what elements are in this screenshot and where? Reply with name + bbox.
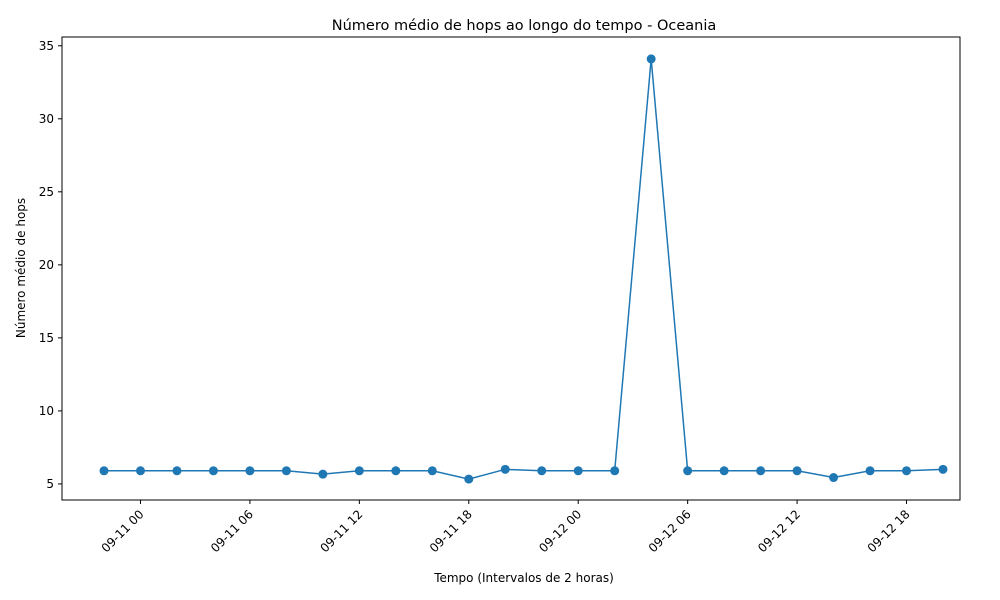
x-tick-label: 09-11 06 [208, 507, 256, 555]
y-tick-label: 20 [39, 258, 54, 272]
data-point [902, 466, 912, 476]
x-tick-label: 09-12 18 [865, 507, 913, 555]
data-point [610, 466, 620, 476]
data-point [792, 466, 802, 476]
data-point [172, 466, 182, 476]
data-point [245, 466, 255, 476]
data-point [99, 466, 109, 476]
data-point [719, 466, 729, 476]
y-tick-label: 30 [39, 112, 54, 126]
data-point [391, 466, 401, 476]
data-point [683, 466, 693, 476]
x-axis-label: Tempo (Intervalos de 2 horas) [433, 571, 614, 585]
x-tick-label: 09-12 06 [646, 507, 694, 555]
data-point [318, 469, 328, 479]
y-tick-label: 35 [39, 39, 54, 53]
data-point [464, 474, 474, 484]
y-axis: 5 10 15 20 25 30 35 [39, 39, 62, 491]
data-point [646, 54, 656, 64]
y-tick-label: 15 [39, 331, 54, 345]
y-tick-label: 5 [46, 477, 54, 491]
y-axis-label: Número médio de hops [14, 198, 28, 338]
plot-area [61, 36, 961, 501]
data-point [573, 466, 583, 476]
data-point [938, 464, 948, 474]
data-point [427, 466, 437, 476]
data-point [500, 464, 510, 474]
x-tick-label: 09-11 12 [317, 507, 365, 555]
series-line-group [99, 54, 948, 484]
data-point [135, 466, 145, 476]
data-point [208, 466, 218, 476]
chart-title: Número médio de hops ao longo do tempo -… [332, 18, 717, 34]
series-line [104, 58, 944, 480]
data-point [756, 466, 766, 476]
y-tick-label: 10 [39, 404, 54, 418]
x-axis: 09-11 00 09-11 06 09-11 12 09-11 18 09-12 00… [99, 500, 913, 555]
x-tick-label: 09-12 00 [536, 507, 584, 555]
data-point [281, 466, 291, 476]
x-tick-label: 09-11 18 [427, 507, 475, 555]
data-point [537, 466, 547, 476]
x-tick-label: 09-12 12 [755, 507, 803, 555]
y-tick-label: 25 [39, 185, 54, 199]
data-point [829, 473, 839, 483]
plot-frame [61, 36, 961, 501]
data-point [865, 466, 875, 476]
data-point [354, 466, 364, 476]
x-tick-label: 09-11 00 [99, 507, 147, 555]
